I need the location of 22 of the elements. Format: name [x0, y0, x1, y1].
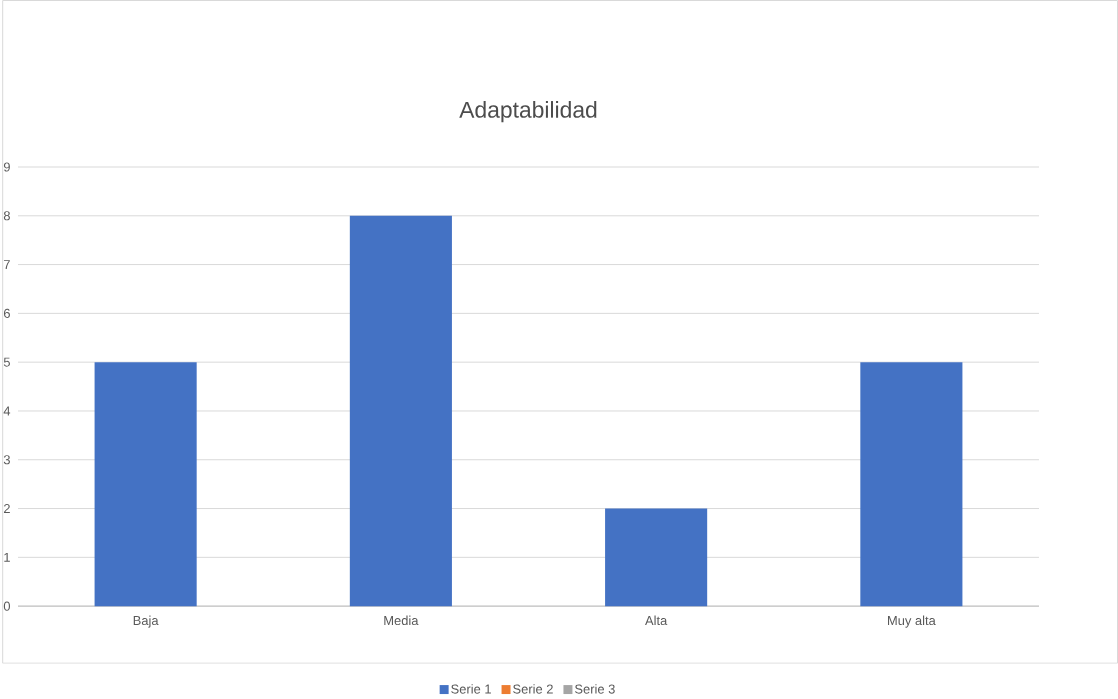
- bar: [605, 508, 708, 607]
- legend-label: Serie 2: [513, 684, 553, 694]
- legend-label: Serie 3: [575, 684, 615, 694]
- y-tick-label: 4: [3, 406, 11, 416]
- y-tick-label: 8: [3, 211, 10, 221]
- y-tick-label: 6: [3, 308, 10, 318]
- y-tick-label: 5: [3, 357, 10, 367]
- chart-title: Adaptabilidad: [459, 101, 597, 123]
- x-tick-label: Baja: [133, 615, 159, 628]
- x-tick-label: Alta: [645, 615, 668, 626]
- y-tick-label: 0: [3, 601, 11, 611]
- bar: [349, 215, 452, 607]
- bar: [94, 362, 197, 607]
- bar: [860, 362, 963, 607]
- legend-label: Serie 1: [451, 684, 491, 694]
- y-tick-label: 7: [3, 260, 10, 270]
- y-tick-label: 3: [3, 455, 10, 465]
- y-tick-label: 9: [3, 162, 10, 172]
- y-tick-label: 2: [3, 504, 10, 514]
- x-tick-label: Media: [384, 615, 419, 626]
- x-tick-label: Muy alta: [888, 615, 936, 628]
- y-tick-label: 1: [4, 552, 10, 562]
